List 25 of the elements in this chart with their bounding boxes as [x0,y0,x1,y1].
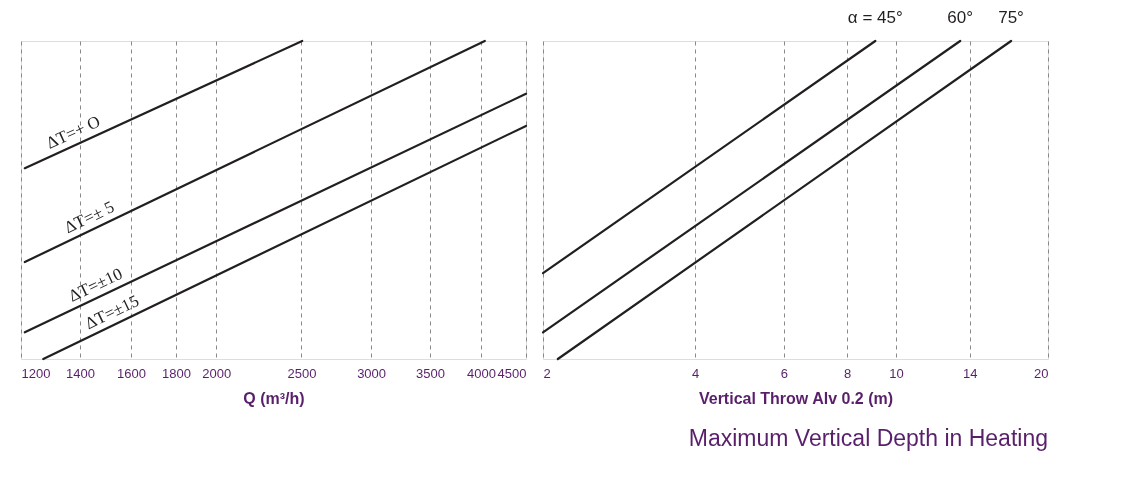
x-tick-label: 3000 [357,365,387,381]
series-label: α = 45° [847,8,903,27]
x-tick-label: 1600 [116,365,146,381]
x-tick-label: 1400 [65,365,95,381]
x-tick-label: 2500 [287,365,317,381]
text: ΔT=± 5 [61,197,118,238]
x-tick-label: 14 [963,365,978,381]
series-label: 60° [947,8,974,27]
x-axis-title: Vertical Throw Alv 0.2 (m) [698,389,894,407]
x-tick-label: 6 [780,365,789,381]
x-tick-label: 1800 [161,365,191,381]
x-axis-title: Q (m³/h) [243,389,305,407]
x-tick-label: 2 [543,365,551,381]
x-tick-label: 4 [691,365,700,381]
text: Maximum Vertical Depth in Heating [688,425,1048,451]
text: ΔT=+ O [43,111,104,153]
x-tick-label: 10 [889,365,904,381]
x-tick-label: 4000 [467,365,496,381]
x-tick-label: 1200 [21,365,51,381]
x-tick-label: 2000 [202,365,232,381]
series-label: 75° [998,8,1024,27]
x-tick-label: 3500 [416,365,445,381]
x-tick-label: 4500 [497,365,527,381]
x-tick-label: 8 [843,365,852,381]
x-tick-label: 20 [1034,365,1049,381]
